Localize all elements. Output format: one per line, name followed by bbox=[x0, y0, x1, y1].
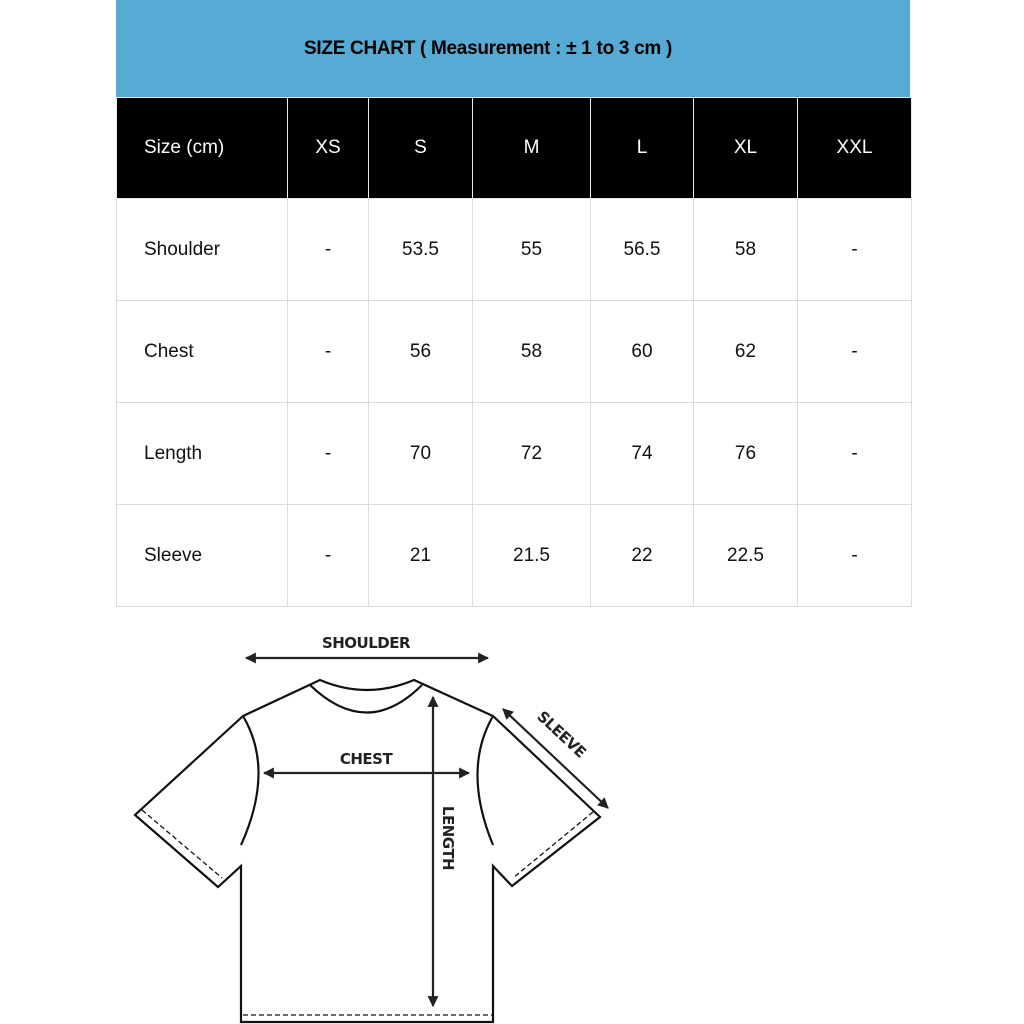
size-chart-title: SIZE CHART ( Measurement : ± 1 to 3 cm ) bbox=[304, 37, 672, 59]
cell-label: Sleeve bbox=[116, 504, 288, 607]
header-l: L bbox=[590, 97, 694, 199]
sleeve-label: SLEEVE bbox=[533, 707, 589, 761]
cell-m: 55 bbox=[472, 198, 591, 301]
cell-m: 21.5 bbox=[472, 504, 591, 607]
length-label: LENGTH bbox=[439, 806, 457, 870]
sleeve-arrow bbox=[502, 708, 609, 809]
cell-label: Shoulder bbox=[116, 198, 288, 301]
tshirt-measurement-diagram: SHOULDER CHEST LENGTH SLEEVE bbox=[133, 634, 609, 1024]
cell-xl: 62 bbox=[693, 300, 798, 403]
cell-m: 58 bbox=[472, 300, 591, 403]
cell-s: 56 bbox=[368, 300, 473, 403]
cell-s: 21 bbox=[368, 504, 473, 607]
cell-xl: 22.5 bbox=[693, 504, 798, 607]
cell-xl: 76 bbox=[693, 402, 798, 505]
cell-l: 22 bbox=[590, 504, 694, 607]
cell-l: 74 bbox=[590, 402, 694, 505]
chest-label: CHEST bbox=[340, 750, 394, 768]
header-xs: XS bbox=[287, 97, 369, 199]
tshirt-outline-icon bbox=[133, 678, 602, 1024]
header-m: M bbox=[472, 97, 591, 199]
cell-l: 60 bbox=[590, 300, 694, 403]
cell-label: Length bbox=[116, 402, 288, 505]
size-table: Size (cm) XS S M L XL XXL Shoulder -53.5 5… bbox=[116, 97, 912, 607]
table-row: Length -70 72 74 76- bbox=[116, 402, 912, 505]
cell-m: 72 bbox=[472, 402, 591, 505]
cell-xs: - bbox=[287, 300, 369, 403]
shoulder-label: SHOULDER bbox=[322, 634, 411, 652]
header-xxl: XXL bbox=[797, 97, 912, 199]
cell-xxl: - bbox=[797, 504, 912, 607]
cell-xs: - bbox=[287, 504, 369, 607]
cell-xs: - bbox=[287, 402, 369, 505]
cell-s: 53.5 bbox=[368, 198, 473, 301]
table-row: Chest -56 58 60 62- bbox=[116, 300, 912, 403]
header-size: Size (cm) bbox=[116, 97, 288, 199]
cell-xxl: - bbox=[797, 402, 912, 505]
table-header-row: Size (cm) XS S M L XL XXL bbox=[116, 97, 912, 199]
cell-xl: 58 bbox=[693, 198, 798, 301]
header-s: S bbox=[368, 97, 473, 199]
table-row: Shoulder -53.5 55 56.5 58- bbox=[116, 198, 912, 301]
table-row: Sleeve -21 21.5 22 22.5- bbox=[116, 504, 912, 607]
cell-xxl: - bbox=[797, 300, 912, 403]
cell-xs: - bbox=[287, 198, 369, 301]
cell-l: 56.5 bbox=[590, 198, 694, 301]
header-xl: XL bbox=[693, 97, 798, 199]
cell-s: 70 bbox=[368, 402, 473, 505]
size-chart-title-bar: SIZE CHART ( Measurement : ± 1 to 3 cm ) bbox=[116, 0, 910, 97]
cell-xxl: - bbox=[797, 198, 912, 301]
cell-label: Chest bbox=[116, 300, 288, 403]
